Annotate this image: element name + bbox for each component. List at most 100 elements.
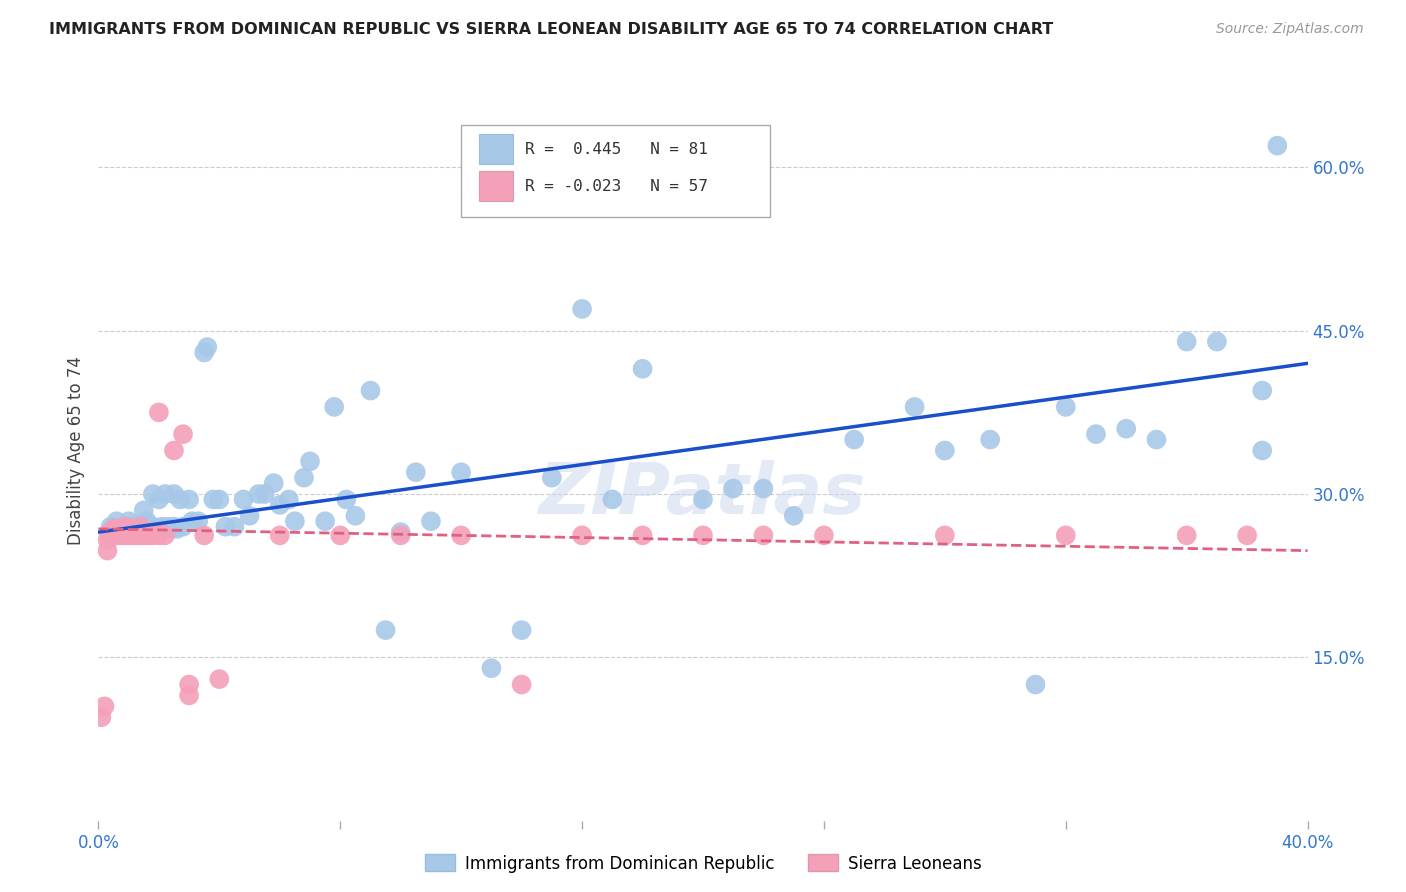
Point [145, 525, 167, 540]
Point [129, 528, 152, 542]
Point [118, 528, 141, 542]
Point [179, 492, 201, 507]
Point [114, 519, 136, 533]
Point [111, 522, 134, 536]
Point [121, 528, 143, 542]
Point [263, 476, 285, 491]
Point [121, 519, 143, 533]
Point [153, 522, 176, 536]
Point [111, 519, 134, 533]
Point [783, 508, 806, 523]
Point [121, 522, 143, 536]
Point [100, 519, 122, 533]
Point [450, 465, 472, 479]
Point [253, 487, 276, 501]
Point [111, 528, 134, 542]
Point [148, 522, 170, 536]
Point [1267, 138, 1289, 153]
Point [752, 528, 775, 542]
Point [1206, 334, 1229, 349]
Point [247, 487, 270, 501]
Point [163, 519, 186, 533]
Point [224, 519, 246, 533]
Point [1175, 528, 1198, 542]
Point [96, 533, 118, 547]
Point [602, 492, 624, 507]
Point [163, 443, 186, 458]
Point [96, 543, 118, 558]
Point [405, 465, 427, 479]
Point [103, 522, 125, 536]
Point [163, 487, 186, 501]
Text: R = -0.023   N = 57: R = -0.023 N = 57 [526, 178, 709, 194]
Point [150, 519, 173, 533]
Point [105, 514, 128, 528]
Point [132, 525, 155, 540]
Point [124, 525, 146, 540]
Point [108, 522, 131, 536]
Point [105, 522, 128, 536]
Text: Source: ZipAtlas.com: Source: ZipAtlas.com [1216, 22, 1364, 37]
Point [129, 519, 152, 533]
Text: R =  0.445   N = 81: R = 0.445 N = 81 [526, 142, 709, 157]
Point [979, 433, 1001, 447]
Point [105, 528, 128, 542]
Point [752, 482, 775, 496]
Point [631, 361, 654, 376]
Point [103, 528, 125, 542]
Point [108, 522, 131, 536]
Point [481, 661, 503, 675]
Point [135, 514, 157, 528]
Point [148, 528, 170, 542]
Point [277, 492, 299, 507]
Point [323, 400, 346, 414]
Point [1024, 677, 1046, 691]
Point [100, 531, 122, 545]
Legend: Immigrants from Dominican Republic, Sierra Leoneans: Immigrants from Dominican Republic, Sier… [418, 847, 988, 880]
Point [127, 525, 149, 540]
Point [335, 492, 357, 507]
Point [208, 672, 231, 686]
Point [145, 525, 167, 540]
Point [127, 519, 149, 533]
Point [181, 514, 204, 528]
Point [90, 710, 112, 724]
Point [148, 405, 170, 419]
Point [329, 528, 352, 542]
Point [1085, 427, 1108, 442]
Point [129, 517, 152, 532]
Point [292, 471, 315, 485]
Point [1251, 443, 1274, 458]
Point [160, 522, 183, 536]
Point [172, 427, 194, 442]
Point [93, 699, 115, 714]
Point [389, 525, 412, 540]
Point [179, 689, 201, 703]
Point [153, 487, 176, 501]
Point [420, 514, 443, 528]
Point [934, 443, 956, 458]
Point [540, 471, 562, 485]
Point [1175, 334, 1198, 349]
Point [844, 433, 866, 447]
Point [156, 519, 179, 533]
Point [360, 384, 382, 398]
Point [139, 528, 162, 542]
Point [124, 528, 146, 542]
Point [114, 528, 136, 542]
Point [166, 522, 188, 536]
Point [132, 503, 155, 517]
Point [169, 492, 191, 507]
Point [1236, 528, 1258, 542]
Point [1054, 528, 1077, 542]
Point [631, 528, 654, 542]
Point [208, 492, 231, 507]
Point [299, 454, 322, 468]
Point [127, 528, 149, 542]
FancyBboxPatch shape [479, 171, 513, 201]
Point [813, 528, 835, 542]
Point [314, 514, 336, 528]
Point [108, 528, 131, 542]
Point [132, 528, 155, 542]
Point [239, 508, 262, 523]
